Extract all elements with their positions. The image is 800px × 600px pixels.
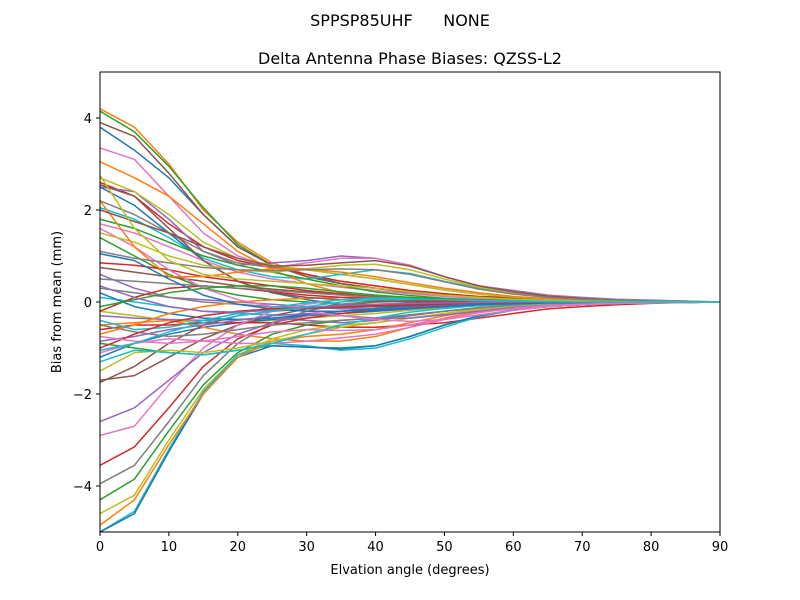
series-line-33 (100, 301, 720, 501)
y-axis: −4 −2 0 2 4 (73, 112, 100, 495)
series-group (100, 108, 720, 532)
y-tick-label: 0 (84, 296, 92, 311)
series-line-57 (100, 301, 720, 345)
x-tick-label: 50 (436, 540, 453, 555)
x-tick-label: 70 (574, 540, 591, 555)
figure-suptitle: SPPSP85UHF NONE (310, 11, 490, 30)
x-tick-label: 40 (367, 540, 384, 555)
x-tick-label: 80 (643, 540, 660, 555)
chart-title: Delta Antenna Phase Biases: QZSS-L2 (258, 49, 562, 68)
y-tick-label: 4 (84, 112, 92, 127)
series-line-12 (100, 161, 720, 303)
series-line-58 (100, 250, 720, 303)
y-tick-label: −4 (73, 480, 92, 495)
x-axis: 0 10 20 30 40 50 60 70 80 90 (96, 532, 728, 555)
x-tick-label: 60 (505, 540, 522, 555)
x-tick-label: 10 (161, 540, 178, 555)
series-line-27 (100, 297, 720, 437)
y-tick-label: −2 (73, 388, 92, 403)
y-tick-label: 2 (84, 204, 92, 219)
series-line-11 (100, 186, 720, 308)
x-axis-label: Elvation angle (degrees) (330, 563, 489, 578)
x-tick-label: 30 (298, 540, 315, 555)
x-tick-label: 90 (712, 540, 729, 555)
series-line-60 (100, 298, 720, 352)
series-line-31 (100, 301, 720, 532)
y-axis-label: Bias from mean (mm) (50, 231, 65, 373)
x-tick-label: 0 (96, 540, 104, 555)
x-tick-label: 20 (230, 540, 247, 555)
series-line-7 (100, 147, 720, 303)
